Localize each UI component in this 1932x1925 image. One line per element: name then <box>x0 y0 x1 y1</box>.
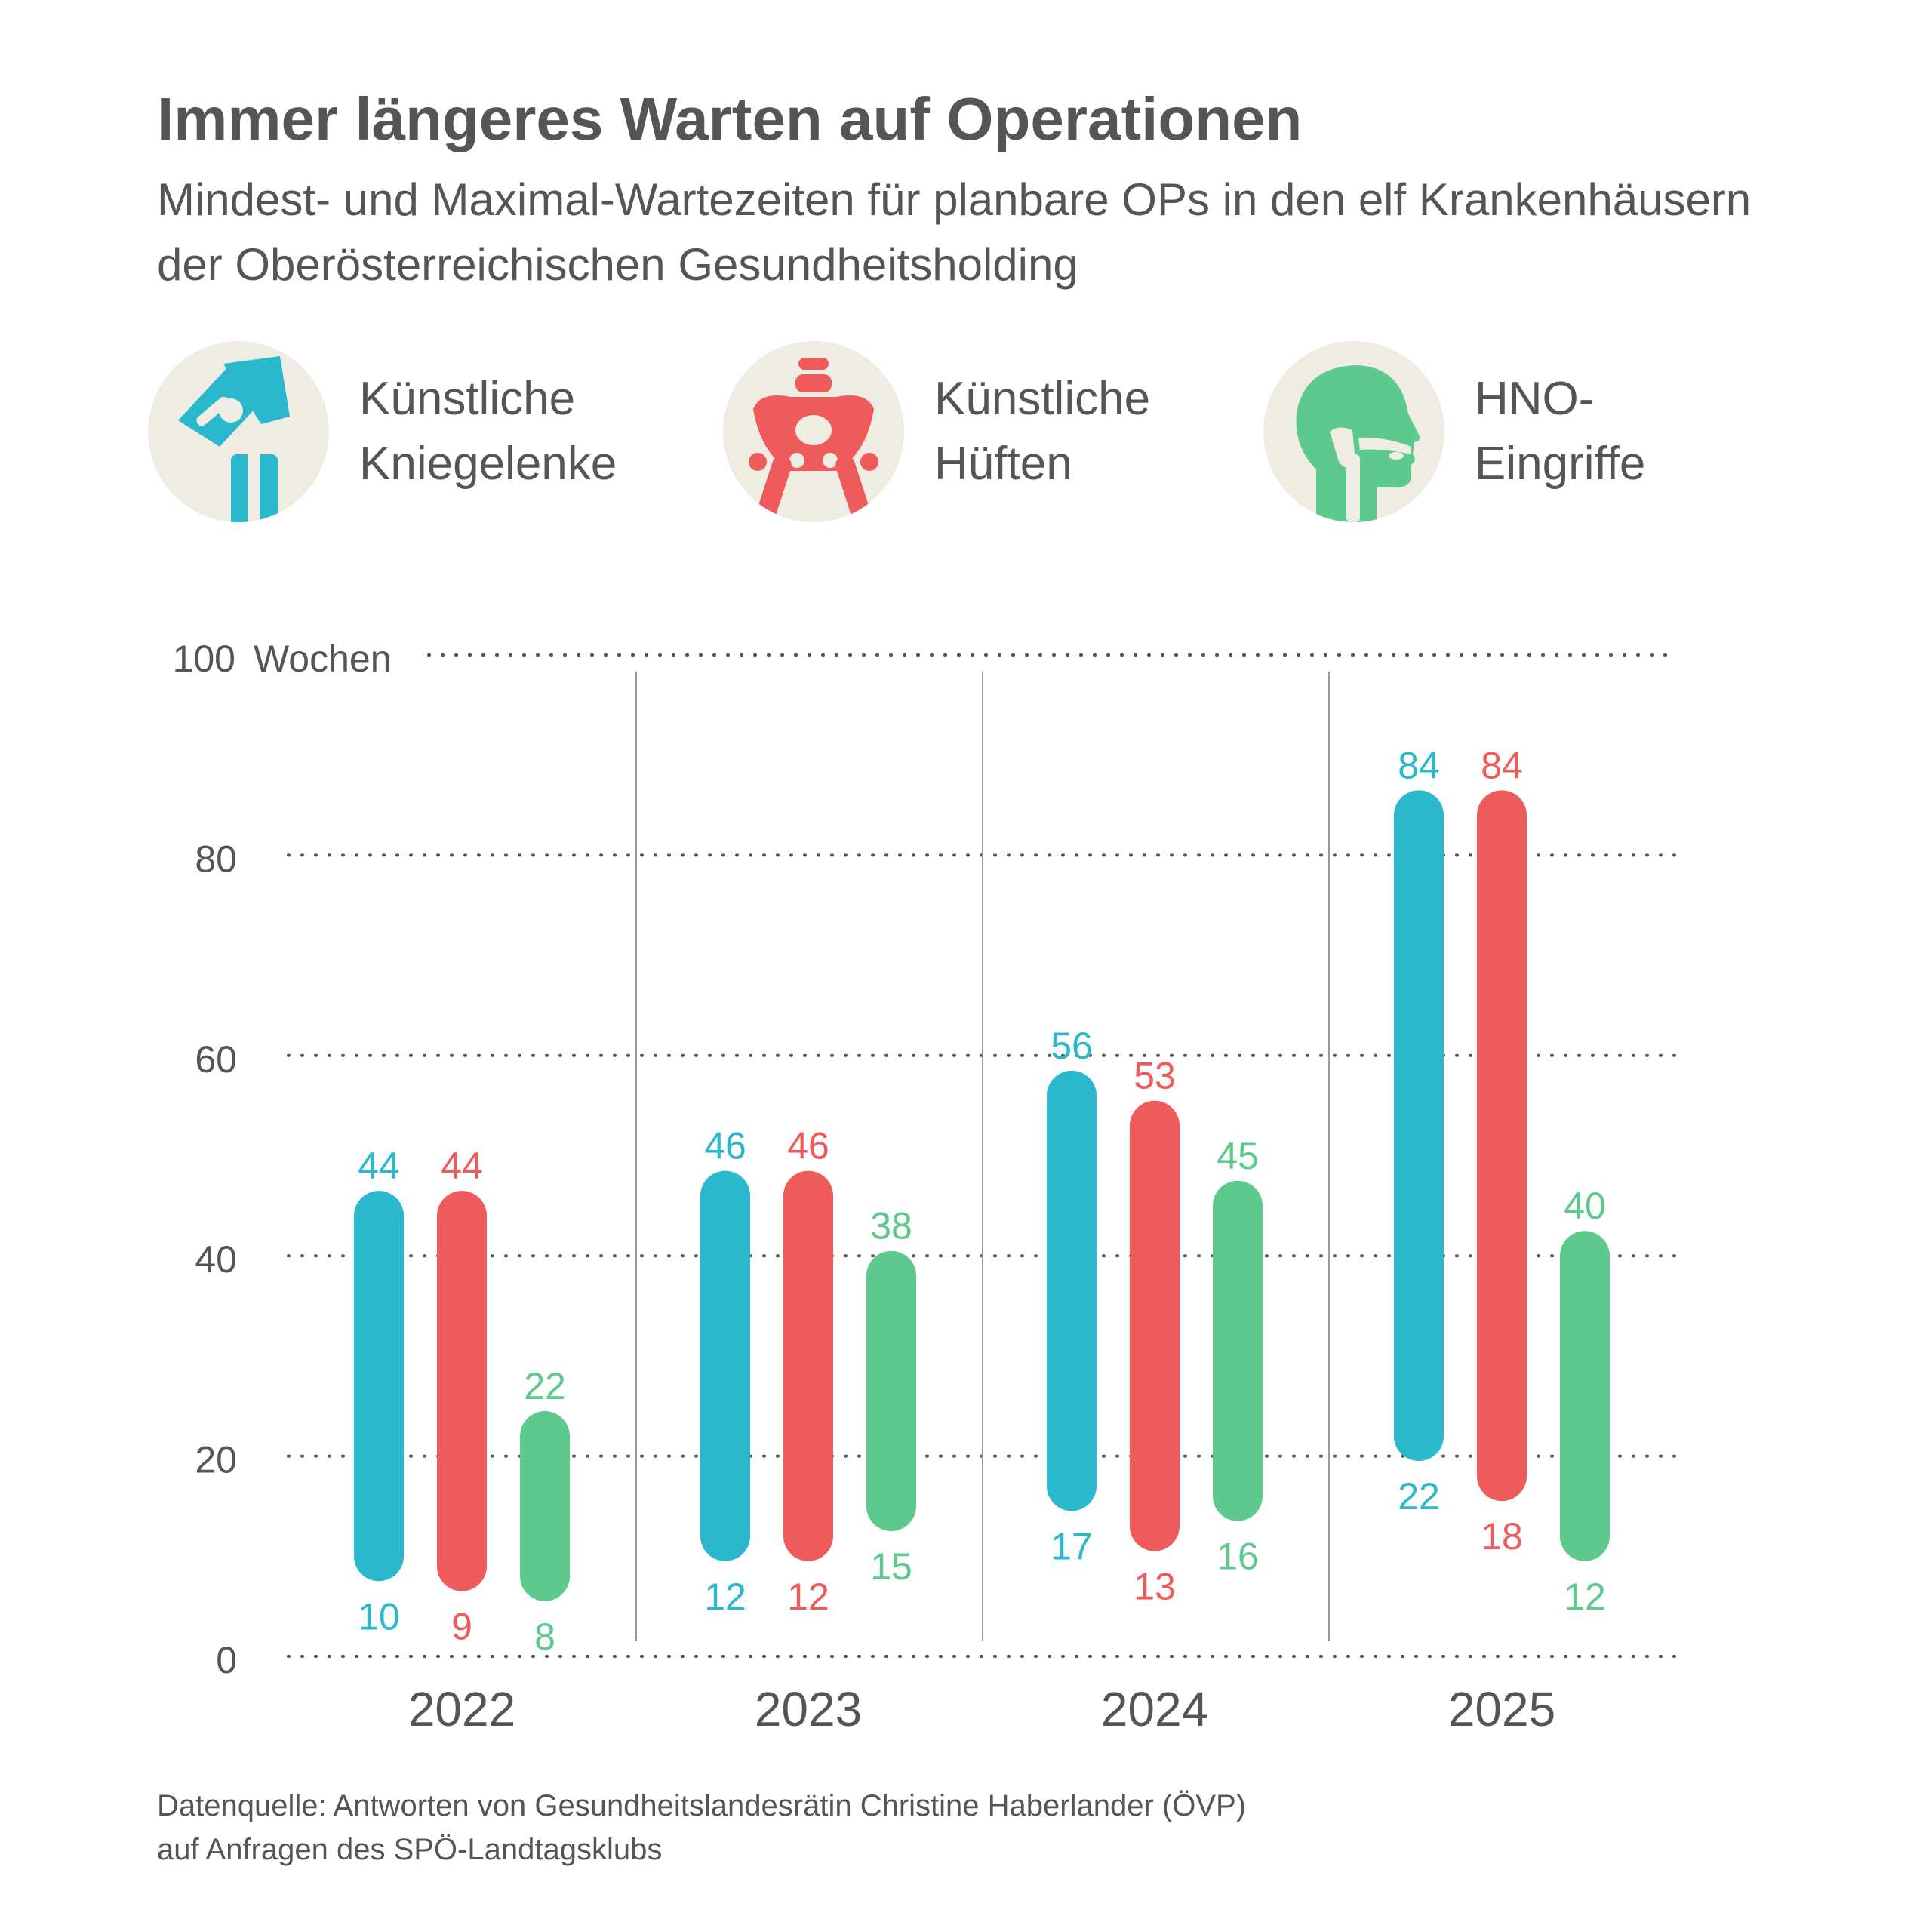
source-note: Datenquelle: Antworten von Gesundheitsla… <box>157 1784 1817 1871</box>
y-tick-label: 100 <box>173 638 235 680</box>
min-value-label: 12 <box>787 1576 829 1618</box>
max-value-label: 56 <box>1051 1025 1093 1067</box>
x-tick-label: 2024 <box>1101 1682 1208 1736</box>
knee-joint-icon <box>148 341 329 522</box>
x-tick-label: 2023 <box>755 1682 862 1736</box>
min-value-label: 17 <box>1051 1525 1093 1567</box>
x-tick-label: 2022 <box>408 1682 515 1736</box>
max-value-label: 44 <box>358 1145 400 1187</box>
range-bar <box>437 1191 487 1591</box>
source-line-2: auf Anfragen des SPÖ-Landtagsklubs <box>157 1833 663 1866</box>
min-value-label: 16 <box>1217 1536 1259 1578</box>
y-tick-label: 60 <box>195 1038 237 1081</box>
legend-label-knee: Künstliche Kniegelenke <box>359 373 617 490</box>
max-value-label: 45 <box>1217 1135 1259 1177</box>
x-tick-label: 2025 <box>1448 1682 1555 1736</box>
min-value-label: 13 <box>1134 1565 1176 1607</box>
y-tick-label: 40 <box>195 1238 237 1281</box>
max-value-label: 46 <box>704 1125 746 1167</box>
range-bar <box>783 1170 833 1561</box>
range-bar <box>700 1170 750 1561</box>
min-value-label: 9 <box>451 1606 472 1648</box>
y-unit-label: Wochen <box>254 638 392 680</box>
min-value-label: 15 <box>870 1545 912 1588</box>
min-value-label: 12 <box>704 1576 746 1618</box>
range-bar <box>1047 1070 1097 1511</box>
max-value-label: 22 <box>524 1365 566 1407</box>
y-tick-label: 80 <box>195 838 237 880</box>
max-value-label: 46 <box>787 1125 829 1167</box>
head-throat-icon <box>1263 341 1444 522</box>
legend-label-hno: HNO- Eingriffe <box>1475 373 1646 490</box>
range-bar <box>1213 1180 1263 1521</box>
source-line-1: Datenquelle: Antworten von Gesundheitsla… <box>157 1789 1247 1822</box>
max-value-label: 84 <box>1481 744 1523 786</box>
chart-title: Immer längeres Warten auf Operationen <box>157 85 1303 152</box>
chart-subtitle: Mindest- und Maximal-Wartezeiten für pla… <box>157 174 1752 290</box>
max-value-label: 40 <box>1564 1185 1606 1227</box>
y-tick-label: 0 <box>216 1639 237 1681</box>
min-value-label: 10 <box>358 1595 400 1637</box>
pelvis-icon <box>723 341 904 522</box>
max-value-label: 53 <box>1134 1055 1176 1097</box>
range-bar <box>1394 790 1444 1462</box>
min-value-label: 18 <box>1481 1515 1523 1558</box>
range-bar <box>1477 790 1527 1502</box>
y-tick-label: 20 <box>195 1439 237 1481</box>
legend-label-hip: Künstliche Hüften <box>934 373 1151 490</box>
range-bar <box>354 1191 404 1582</box>
range-bar <box>1560 1231 1610 1561</box>
min-value-label: 8 <box>534 1616 555 1658</box>
min-value-label: 22 <box>1398 1475 1440 1518</box>
range-bar <box>1130 1100 1180 1551</box>
range-bar <box>520 1411 570 1601</box>
min-value-label: 12 <box>1564 1576 1606 1618</box>
max-value-label: 38 <box>870 1205 912 1247</box>
max-value-label: 44 <box>441 1145 483 1187</box>
range-bar <box>866 1250 916 1531</box>
max-value-label: 84 <box>1398 744 1440 786</box>
